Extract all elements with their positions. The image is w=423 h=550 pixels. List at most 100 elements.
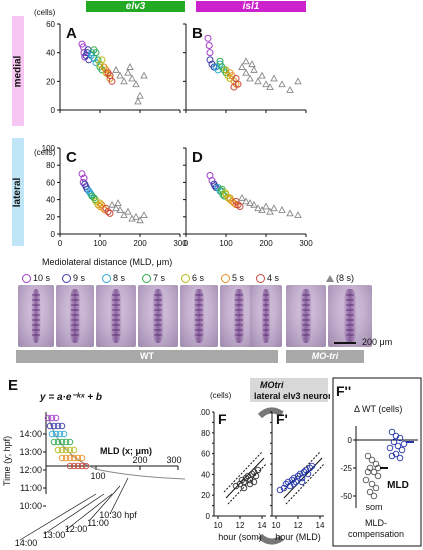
triangle-point (258, 71, 266, 79)
y-tick-label: 40 (46, 196, 55, 205)
circle-point (230, 83, 238, 91)
f-point (252, 472, 260, 480)
circle-point (232, 197, 240, 205)
triangle-point (262, 202, 270, 210)
circle-point (94, 201, 102, 209)
circle-point (108, 77, 116, 85)
triangle-point (238, 63, 246, 70)
e-dot (66, 462, 74, 470)
fpp-mld-point (400, 440, 408, 448)
y-tick-label: 20 (46, 213, 55, 222)
fpp-som-point (372, 484, 380, 492)
circle-point (224, 194, 232, 202)
f-point (236, 480, 244, 488)
fpp-ytick-label: 0 (348, 436, 353, 445)
embryo-image-7s (138, 285, 178, 347)
triangle-point (116, 205, 124, 213)
somite-marker-icon (181, 273, 190, 283)
e-dot (48, 430, 56, 438)
circle-point (86, 189, 94, 197)
triangle-point (124, 207, 132, 215)
fpp-mld-point (396, 454, 404, 462)
f-point (288, 476, 296, 484)
circle-point (79, 178, 87, 186)
f-point (246, 480, 254, 488)
f-ytick-label: 40 (201, 470, 210, 479)
f-xtick-label: 14 (316, 521, 325, 530)
fpp-mld-point (396, 434, 404, 442)
panel-letter-D: D (192, 149, 203, 166)
e-dot (70, 462, 78, 470)
embryo-image-8s (96, 285, 136, 347)
f-arrow-bottom (257, 533, 284, 545)
somite-label-2: 8 s (102, 273, 125, 283)
panel-fpp-chart: F''Δ WT (cells) 0 -25 -50 som MLD MLD-compensa… (332, 377, 422, 547)
fpp-mld-point (390, 438, 398, 446)
somite-marker-icon (256, 273, 265, 283)
e-dot (66, 446, 74, 454)
f-point (284, 478, 292, 486)
e-dot (54, 446, 62, 454)
y-tick-label: 80 (46, 161, 55, 170)
fpp-mld-point (386, 444, 394, 452)
fpp-som-point (372, 460, 380, 468)
somite-marker-icon (142, 273, 151, 283)
triangle-point (114, 199, 122, 206)
triangle-point (128, 74, 136, 82)
f-point (300, 468, 308, 476)
somite-label-5: 5 s (221, 273, 244, 283)
e-dot (58, 454, 66, 462)
circle-point (98, 201, 106, 209)
triangle-point (278, 205, 286, 213)
circle-point (221, 189, 229, 197)
triangle-point (254, 204, 262, 212)
y-tick-label: 0 (51, 106, 56, 115)
header-isl1: isl1 (196, 1, 306, 12)
triangle-point (116, 71, 124, 79)
e-projection-line (43, 493, 105, 535)
e-dot (50, 438, 58, 446)
f-ytick-label: 0 (206, 512, 211, 521)
f-point (250, 468, 258, 476)
circle-point (230, 199, 238, 207)
e-dot (74, 462, 82, 470)
triangle-point (140, 71, 148, 79)
y-tick-label: 100 (42, 144, 56, 153)
e-dot (48, 414, 56, 422)
e-dot (52, 430, 60, 438)
circle-point (102, 204, 110, 212)
e-mld-tick-label: 300 (166, 455, 181, 465)
circle-point (90, 194, 98, 202)
equation: y = a·e⁻ᵏˣ + b (39, 392, 102, 403)
e-dot (70, 454, 78, 462)
scale-bar-label: 200 μm (362, 337, 393, 347)
circle-point (96, 199, 104, 207)
fpp-som-point (366, 488, 374, 496)
circle-point (206, 49, 214, 57)
y-tick-label: 40 (46, 49, 55, 58)
triangle-point (120, 211, 128, 219)
e-time-label: 14:00 (19, 429, 42, 439)
panel-letter-A: A (66, 25, 77, 42)
fpp-som-point (364, 452, 372, 460)
triangle-point (134, 97, 142, 105)
f-point (246, 476, 254, 484)
somite-label-text: 9 s (73, 273, 86, 283)
e-dot (58, 446, 66, 454)
circle-point (216, 57, 224, 65)
fpp-som-point (362, 476, 370, 484)
f-point (240, 484, 248, 492)
circle-point (226, 194, 234, 202)
triangle-point (108, 200, 116, 208)
scale-bar (334, 342, 356, 344)
e-time-label: 13:00 (19, 447, 42, 457)
somite-marker-icon (102, 273, 111, 283)
e-dot (78, 462, 86, 470)
triangle-point (270, 204, 278, 212)
fpp-som-point (368, 480, 376, 488)
f-point (298, 478, 306, 486)
f-point (254, 466, 262, 474)
f-arrow-top (257, 407, 284, 419)
somite-label-text: (8 s) (336, 273, 354, 283)
somite-label-text: 7 s (153, 273, 166, 283)
